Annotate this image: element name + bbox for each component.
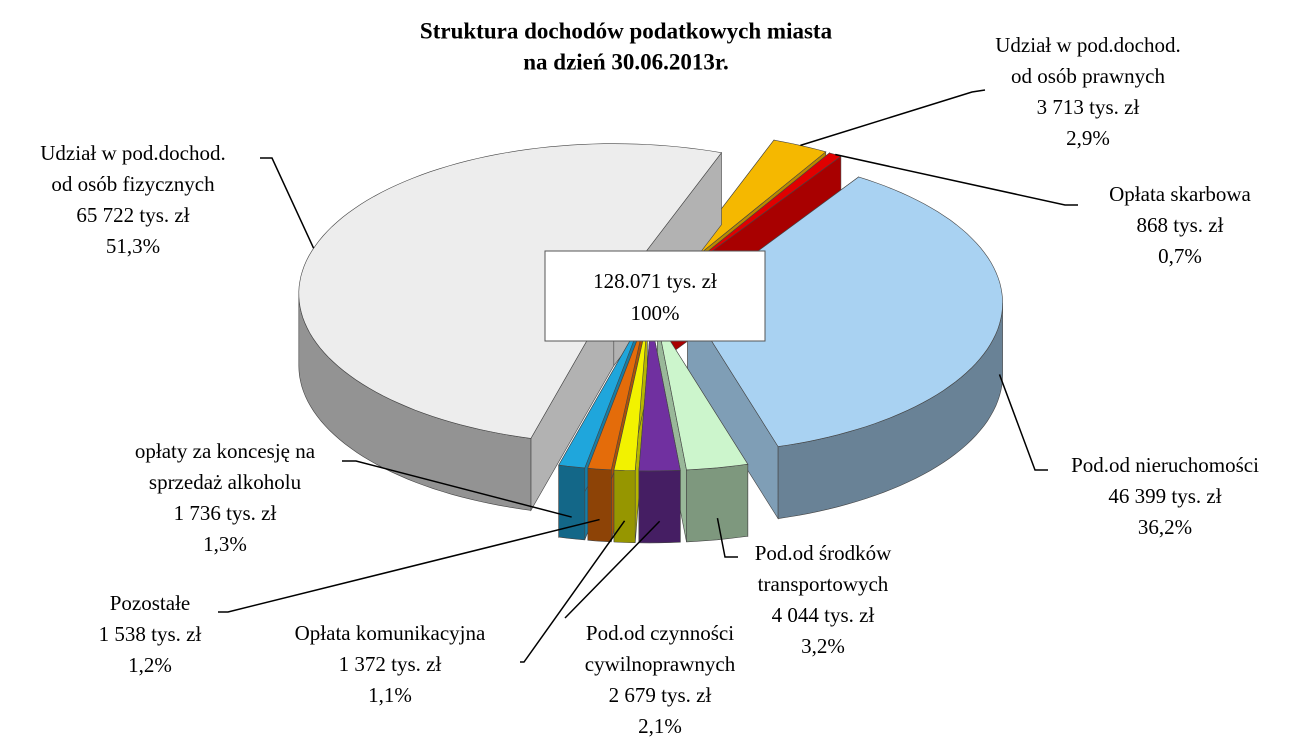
leader-line xyxy=(716,518,738,558)
leader-line xyxy=(998,374,1048,471)
leader-line xyxy=(218,518,600,613)
data-label: Pod.od nieruchomości xyxy=(1071,453,1259,477)
data-label: Pozostałe xyxy=(110,591,190,615)
data-label: 1 538 tys. zł xyxy=(99,622,202,646)
data-label: 868 tys. zł xyxy=(1137,213,1224,237)
slice xyxy=(558,320,642,469)
data-label: od osób fizycznych xyxy=(51,172,215,196)
center-box xyxy=(544,250,766,342)
data-label: 46 399 tys. zł xyxy=(1108,484,1221,508)
leader-line xyxy=(835,153,1078,206)
leader-line xyxy=(342,460,572,518)
data-label: Pod.od czynności xyxy=(586,621,734,645)
slice-side xyxy=(638,469,681,544)
data-label: transportowych xyxy=(758,572,889,596)
data-label: Opłata skarbowa xyxy=(1109,182,1251,206)
data-label: 1,2% xyxy=(128,653,172,677)
data-label: 36,2% xyxy=(1138,515,1192,539)
slice xyxy=(657,320,749,471)
slice xyxy=(587,320,645,471)
data-label: 3,2% xyxy=(801,634,845,658)
data-label: 4 044 tys. zł xyxy=(772,603,875,627)
slice xyxy=(613,320,648,472)
leader-line xyxy=(564,520,661,619)
slice xyxy=(613,320,648,544)
data-label: 2,9% xyxy=(1066,126,1110,150)
slice-side xyxy=(587,467,612,543)
data-label: od osób prawnych xyxy=(1011,64,1165,88)
data-label: opłaty za koncesję na xyxy=(135,439,316,463)
slice-side xyxy=(686,463,749,543)
leader-line xyxy=(260,157,315,249)
slice xyxy=(638,320,681,544)
center-label: 128.071 tys. zł xyxy=(593,269,717,293)
data-label: 2 679 tys. zł xyxy=(609,683,712,707)
data-label: 2,1% xyxy=(638,714,682,738)
slice xyxy=(638,320,681,472)
data-label: 65 722 tys. zł xyxy=(76,203,189,227)
data-label: Opłata komunikacyjna xyxy=(295,621,486,645)
chart-title: na dzień 30.06.2013r. xyxy=(523,49,729,74)
data-label: Pod.od środków xyxy=(755,541,892,565)
data-label: 0,7% xyxy=(1158,244,1202,268)
data-label: 1 736 tys. zł xyxy=(174,501,277,525)
data-label: 1,1% xyxy=(368,683,412,707)
slice xyxy=(298,143,723,439)
slice xyxy=(665,139,827,282)
center-label: 100% xyxy=(631,301,680,325)
data-label: 3 713 tys. zł xyxy=(1037,95,1140,119)
data-label: 51,3% xyxy=(106,234,160,258)
data-label: sprzedaż alkoholu xyxy=(149,470,302,494)
leader-line xyxy=(800,89,986,147)
data-label: 1 372 tys. zł xyxy=(339,652,442,676)
data-label: Udział w pod.dochod. xyxy=(995,33,1180,57)
chart-title: Struktura dochodów podatkowych miasta xyxy=(420,18,833,43)
data-label: cywilnoprawnych xyxy=(585,652,736,676)
labels: Udział w pod.dochod. od osób prawnych 3 71… xyxy=(40,33,1259,738)
leader-line xyxy=(520,520,626,663)
pie xyxy=(298,139,1003,544)
data-label: 1,3% xyxy=(203,532,247,556)
data-label: Udział w pod.dochod. xyxy=(40,141,225,165)
slice xyxy=(687,176,1003,447)
